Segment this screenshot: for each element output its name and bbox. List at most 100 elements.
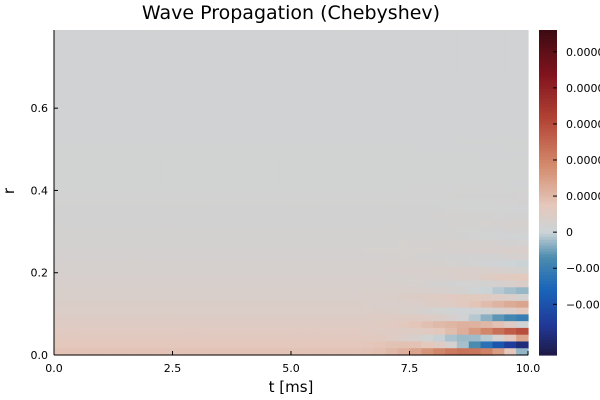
heatmap-cell [231,151,245,160]
heatmap-cell [196,158,209,167]
heatmap-cell [255,300,268,309]
heatmap-cell [54,90,67,99]
heatmap-cell [184,178,197,187]
heatmap-cell [113,84,126,92]
heatmap-cell [65,138,79,146]
heatmap-cell [113,300,126,309]
heatmap-cell [338,97,351,106]
heatmap-cell [468,104,482,112]
heatmap-cell [433,90,446,99]
heatmap-cell [397,111,411,119]
heatmap-cell [456,131,470,139]
heatmap-cell [350,70,363,78]
heatmap-cell [433,246,446,255]
heatmap-cell [160,260,174,268]
heatmap-cell [113,226,126,234]
heatmap-cell [231,118,245,126]
colorbar-segment [539,62,557,67]
heatmap-cell [480,266,494,275]
heatmap-cell [362,327,375,336]
heatmap-cell [373,307,387,315]
heatmap-cell [125,57,138,65]
heatmap-cell [77,151,91,160]
heatmap-cell [148,300,162,309]
colorbar-segment [539,177,557,182]
heatmap-cell [504,70,517,78]
heatmap-cell [172,327,185,336]
heatmap-cell [219,348,233,356]
heatmap-cell [148,294,162,302]
heatmap-cell [421,97,434,106]
heatmap-cell [302,327,316,336]
heatmap-cell [291,334,304,343]
x-tick-label: 0.0 [45,362,63,375]
heatmap-cell [219,84,233,92]
heatmap-cell [326,260,339,268]
heatmap-cell [338,280,351,288]
heatmap-cell [385,90,399,99]
heatmap-cell [160,50,174,58]
heatmap-cell [54,246,67,255]
heatmap-cell [397,233,411,241]
heatmap-cell [397,321,411,329]
heatmap-cell [196,84,209,92]
heatmap-cell [196,178,209,187]
heatmap-cell [219,327,233,336]
heatmap-cell [504,314,517,322]
heatmap-cell [468,50,482,58]
heatmap-cell [208,43,221,51]
heatmap-cell [243,266,257,275]
colorbar-segment [539,239,557,244]
heatmap-cell [77,321,91,329]
heatmap-cell [456,321,470,329]
heatmap-cell [113,260,126,268]
heatmap-cell [65,131,79,139]
heatmap-cell [326,151,339,160]
x-tick-label: 10.0 [516,362,541,375]
heatmap-cell [492,36,505,45]
heatmap-cell [231,212,245,221]
heatmap-cell [148,124,162,133]
heatmap-cell [480,212,494,221]
heatmap-cell [456,314,470,322]
heatmap-cell [267,253,280,261]
heatmap-cell [136,260,150,268]
heatmap-cell [267,192,280,200]
heatmap-cell [231,327,245,336]
heatmap-cell [326,57,339,65]
heatmap-cell [302,206,316,214]
heatmap-cell [445,219,458,227]
heatmap-cell [302,341,316,349]
heatmap-cell [397,118,411,126]
heatmap-cell [314,77,328,85]
heatmap-cell [279,212,292,221]
heatmap-cell [326,158,339,167]
heatmap-cell [385,266,399,275]
heatmap-cell [468,151,482,160]
heatmap-cell [208,36,221,45]
heatmap-cell [433,192,446,200]
heatmap-cell [291,266,304,275]
heatmap-cell [267,178,280,187]
heatmap-cell [421,84,434,92]
heatmap-cell [219,30,233,38]
heatmap-cell [101,90,114,99]
heatmap-cell [409,294,422,302]
heatmap-cell [231,300,245,309]
heatmap-cell [338,233,351,241]
heatmap-cell [516,280,529,288]
heatmap-cell [77,327,91,336]
heatmap-cell [445,124,458,133]
heatmap-cell [184,341,197,349]
heatmap-cell [480,287,494,295]
heatmap-cell [338,30,351,38]
heatmap-cell [54,118,67,126]
heatmap-cell [433,124,446,133]
heatmap-cell [54,84,67,92]
heatmap-cell [89,233,102,241]
heatmap-cell [219,206,233,214]
heatmap-cell [65,50,79,58]
heatmap-cell [302,84,316,92]
heatmap-cell [219,138,233,146]
heatmap-cell [208,341,221,349]
